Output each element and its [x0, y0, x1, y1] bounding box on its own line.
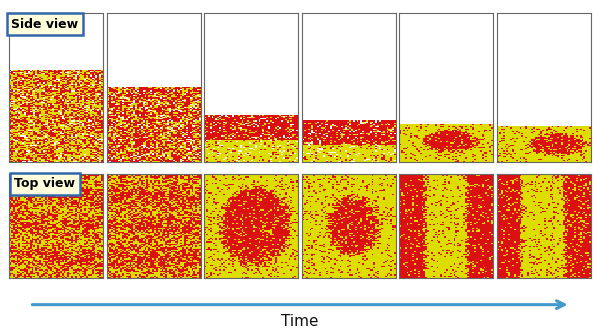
FancyArrowPatch shape — [32, 301, 564, 309]
Text: Side view: Side view — [11, 18, 78, 31]
Text: Time: Time — [281, 315, 319, 330]
Text: Top view: Top view — [14, 177, 75, 190]
